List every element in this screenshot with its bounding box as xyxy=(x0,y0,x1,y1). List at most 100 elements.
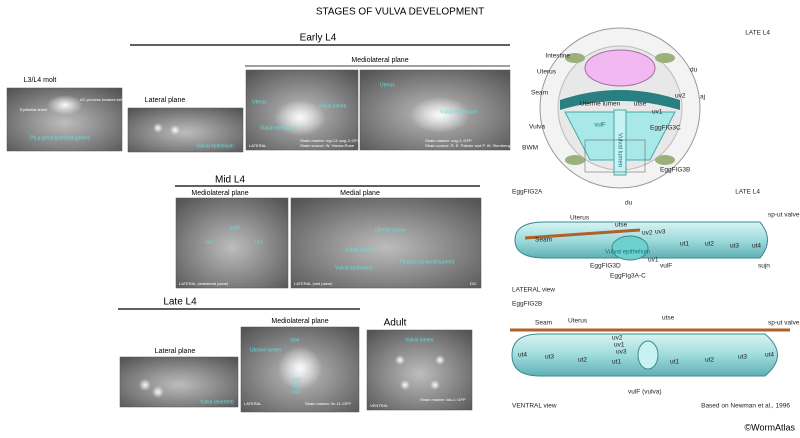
blob xyxy=(47,95,83,115)
label: Vulva xyxy=(529,124,545,131)
blob xyxy=(395,355,405,365)
label: vulF xyxy=(594,123,606,129)
label: EggFIG3C xyxy=(650,125,681,132)
label: EggFIg3A-C xyxy=(610,273,646,280)
label: ut3 xyxy=(730,243,739,250)
label: utse xyxy=(662,315,675,322)
label: uv3 xyxy=(655,229,666,236)
label: Uterus xyxy=(380,82,395,88)
view-label: LATERAL view xyxy=(512,287,555,294)
vulval-lumen xyxy=(613,109,627,176)
label: Vulval epithelium xyxy=(260,125,298,131)
blob xyxy=(139,379,151,391)
label: ut1 xyxy=(670,359,679,366)
label: Vulval lumen xyxy=(405,337,434,343)
label: ut1 xyxy=(612,359,621,366)
label: Uterine lumen xyxy=(375,227,406,233)
label: Strain source: W. Hanna-Rose xyxy=(300,143,355,148)
vulva xyxy=(611,235,649,261)
seam xyxy=(524,228,641,240)
footer: ©WormAtlas xyxy=(745,422,796,432)
heading: Late L4 xyxy=(163,297,197,308)
label: Vulval lumen xyxy=(616,133,622,167)
label: Uterus xyxy=(252,99,267,105)
label: Fingers (ut toroid lumen) xyxy=(400,259,455,265)
label: sujn xyxy=(758,263,770,270)
label: uv2 xyxy=(612,335,623,342)
blob xyxy=(153,123,163,133)
label: Strain marker: lin-11::GFP xyxy=(305,401,351,406)
label: EggFIG3D xyxy=(590,263,621,270)
label: ut2 xyxy=(705,241,714,248)
blob xyxy=(435,355,445,365)
label: VENTRAL xyxy=(370,403,389,408)
muscle xyxy=(565,53,585,63)
title: STAGES OF VULVA DEVELOPMENT xyxy=(316,7,484,18)
label: P6.p great-granddaughters xyxy=(30,135,90,141)
blob xyxy=(400,380,410,390)
label: vulD xyxy=(292,389,302,395)
label: Vulva (everted) xyxy=(200,399,234,405)
muscle xyxy=(655,53,675,63)
label: ut1 xyxy=(680,241,689,248)
label: Strain source: R. E. Palmer and P. W. St… xyxy=(425,143,510,148)
label: ut3 xyxy=(738,354,747,361)
diagram-title: LATE L4 xyxy=(745,30,770,37)
label: LATERAL xyxy=(244,401,262,406)
label: Epithelial sheet xyxy=(20,107,48,112)
label: Uterine lumen xyxy=(250,347,281,353)
label: uv2 xyxy=(642,230,653,237)
label: AC process invades between P6.p descenda… xyxy=(80,97,165,102)
label: ut3 xyxy=(545,354,554,361)
label: Intestine xyxy=(545,53,570,60)
panel-title: Lateral plane xyxy=(145,97,186,104)
label: vulE xyxy=(292,383,302,389)
label: uv1 xyxy=(255,239,263,245)
label: aj xyxy=(700,94,705,101)
label: vulF (vulva) xyxy=(628,389,662,396)
label: BWM xyxy=(522,145,538,152)
blob xyxy=(410,97,470,133)
label: Vulval epithelium xyxy=(335,265,373,271)
label: ut2 xyxy=(705,357,714,364)
stage-label: LATE L4 xyxy=(735,189,760,196)
label: LATERAL xyxy=(249,143,267,148)
label: uv1 xyxy=(648,257,659,264)
label: uv1 xyxy=(614,342,625,349)
label: Strain marker: cog-1::GFP xyxy=(425,138,472,143)
label: utse xyxy=(634,101,647,108)
micrograph xyxy=(127,107,244,153)
label: Vulval epithelium xyxy=(196,143,234,149)
inset-box xyxy=(584,139,646,173)
plane-label: Mediolateral plane xyxy=(191,190,248,197)
panel-title: Lateral plane xyxy=(155,348,196,355)
label: LATERAL (mid plane) xyxy=(294,281,333,286)
label: uv1 xyxy=(652,109,663,116)
label: Uterine lumen xyxy=(580,101,621,108)
intestine xyxy=(584,49,656,87)
micrograph xyxy=(175,197,289,289)
vulva xyxy=(637,340,659,370)
micrograph xyxy=(366,329,473,411)
label: ut2 xyxy=(578,357,587,364)
label: Vulval epithelium xyxy=(440,109,478,115)
label: ut4 xyxy=(518,352,527,359)
label: utse xyxy=(615,222,628,229)
blob xyxy=(274,100,326,136)
blob xyxy=(278,346,322,390)
credit: Based on Newman et al., 1996 xyxy=(701,403,790,410)
label: Strain marker: egl-13::pug-2::GFP xyxy=(300,138,361,143)
label: ut4 xyxy=(752,243,761,250)
label: LATERAL (midlateral plane) xyxy=(179,281,229,286)
label: Uterus xyxy=(570,215,590,222)
figure-label: EggFIG2A xyxy=(512,189,543,196)
label: uv2 xyxy=(205,239,213,245)
label: Seam xyxy=(535,320,552,327)
label: ut4 xyxy=(765,352,774,359)
label: Vulval epithelium xyxy=(605,250,650,256)
muscle xyxy=(655,155,675,165)
label: Seam xyxy=(535,237,552,244)
micrograph xyxy=(290,197,482,289)
label: Uterus xyxy=(537,69,557,76)
label: vulF xyxy=(660,263,672,270)
